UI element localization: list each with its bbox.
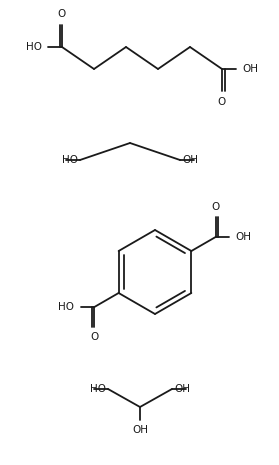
Text: O: O (58, 9, 66, 19)
Text: O: O (90, 332, 98, 342)
Text: OH: OH (242, 64, 258, 74)
Text: OH: OH (132, 425, 148, 435)
Text: HO: HO (90, 384, 106, 394)
Text: HO: HO (26, 42, 42, 52)
Text: O: O (218, 97, 226, 107)
Text: OH: OH (182, 155, 198, 165)
Text: OH: OH (174, 384, 190, 394)
Text: O: O (211, 202, 220, 212)
Text: HO: HO (62, 155, 78, 165)
Text: OH: OH (236, 232, 252, 242)
Text: HO: HO (58, 302, 74, 312)
